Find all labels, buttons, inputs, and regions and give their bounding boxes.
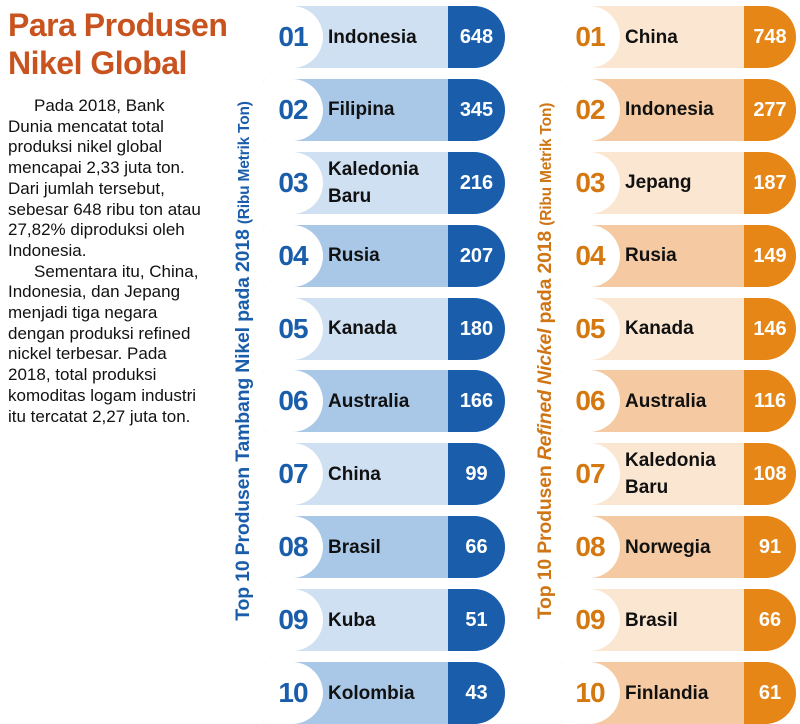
rank-number: 07	[263, 443, 323, 506]
rank-number: 04	[560, 224, 620, 287]
production-value: 91	[744, 516, 796, 579]
mine-producer-row: 03 Kaledonia Baru 216	[263, 151, 505, 214]
country-name: Kaledonia Baru	[328, 158, 419, 207]
production-value: 66	[744, 589, 796, 652]
rank-number: 03	[560, 151, 620, 214]
rank-number: 08	[263, 516, 323, 579]
country-name: Kaledonia Baru	[625, 450, 716, 499]
production-value: 116	[744, 370, 796, 433]
article-body: Pada 2018, Bank Dunia mencatat total pro…	[8, 96, 208, 427]
mine-producer-row: 08 Brasil 66	[263, 516, 505, 579]
production-value: 99	[448, 443, 505, 506]
country-name: Australia	[328, 390, 410, 412]
refined-chart-title-text: Top 10 Produsen	[534, 460, 556, 620]
mine-producer-row: 05 Kanada 180	[263, 297, 505, 360]
mine-producer-row: 02 Filipina 345	[263, 78, 505, 141]
refined-producer-row: 06 Australia 116	[560, 370, 796, 433]
rank-number: 04	[263, 224, 323, 287]
mine-producer-row: 10 Kolombia 43	[263, 662, 505, 724]
rank-number: 01	[263, 6, 323, 68]
mine-producer-row: 07 China 99	[263, 443, 505, 506]
production-value: 51	[448, 589, 505, 652]
rank-number: 06	[560, 370, 620, 433]
refined-chart-title: Top 10 Produsen Refined Nickel pada 2018…	[532, 1, 558, 721]
production-value: 108	[744, 443, 796, 506]
country-name: Indonesia	[625, 99, 714, 121]
country-name: China	[625, 26, 678, 48]
mine-producer-row: 01 Indonesia 648	[263, 6, 505, 68]
country-name: Kuba	[328, 609, 376, 631]
refined-producer-row: 04 Rusia 149	[560, 224, 796, 287]
country-name: Rusia	[328, 245, 380, 267]
article-paragraph: Sementara itu, China, Indonesia, dan Jep…	[8, 261, 199, 426]
production-value: 345	[448, 78, 505, 141]
rank-number: 06	[263, 370, 323, 433]
country-name: Finlandia	[625, 682, 709, 704]
refined-producer-row: 05 Kanada 146	[560, 297, 796, 360]
rank-number: 01	[560, 6, 620, 68]
country-name: Norwegia	[625, 536, 711, 558]
refined-producer-row: 02 Indonesia 277	[560, 78, 796, 141]
mine-chart-title: Top 10 Produsen Tambang Nikel pada 2018 …	[230, 1, 256, 721]
country-name: China	[328, 463, 381, 485]
country-name: Australia	[625, 390, 707, 412]
rank-number: 05	[560, 297, 620, 360]
production-value: 166	[448, 370, 505, 433]
country-name: Jepang	[625, 172, 692, 194]
refined-producer-row: 10 Finlandia 61	[560, 662, 796, 724]
headline: Para Produsen Nikel Global	[8, 7, 228, 81]
production-value: 648	[448, 6, 505, 68]
production-value: 149	[744, 224, 796, 287]
rank-number: 10	[560, 662, 620, 724]
rank-number: 09	[560, 589, 620, 652]
production-value: 187	[744, 151, 796, 214]
country-name: Kanada	[625, 318, 694, 340]
country-name: Rusia	[625, 245, 677, 267]
country-name: Kolombia	[328, 682, 415, 704]
rank-number: 10	[263, 662, 323, 724]
production-value: 216	[448, 151, 505, 214]
production-value: 146	[744, 297, 796, 360]
rank-number: 09	[263, 589, 323, 652]
article-paragraph: Pada 2018, Bank Dunia mencatat total pro…	[8, 96, 201, 260]
refined-chart-title-suffix: pada 2018	[534, 230, 556, 329]
mine-chart-unit: (Ribu Metrik Ton)	[236, 101, 253, 225]
rank-number: 05	[263, 297, 323, 360]
production-value: 207	[448, 224, 505, 287]
refined-chart-unit: (Ribu Metrik Ton)	[538, 102, 555, 226]
refined-chart-title-emphasis: Refined Nickel	[534, 328, 556, 461]
production-value: 277	[744, 78, 796, 141]
production-value: 43	[448, 662, 505, 724]
refined-producer-row: 01 China 748	[560, 6, 796, 68]
production-value: 748	[744, 6, 796, 68]
rank-number: 02	[263, 78, 323, 141]
refined-producer-row: 09 Brasil 66	[560, 589, 796, 652]
mine-producer-row: 09 Kuba 51	[263, 589, 505, 652]
rank-number: 03	[263, 151, 323, 214]
rank-number: 02	[560, 78, 620, 141]
production-value: 61	[744, 662, 796, 724]
refined-producer-row: 07 Kaledonia Baru 108	[560, 443, 796, 506]
mine-producer-row: 04 Rusia 207	[263, 224, 505, 287]
refined-producers-list: 01 China 748 02 Indonesia 277 03 Jepang 187 04 Rus…	[560, 6, 796, 724]
production-value: 180	[448, 297, 505, 360]
country-name: Brasil	[328, 536, 381, 558]
rank-number: 08	[560, 516, 620, 579]
mine-chart-title-text: Top 10 Produsen Tambang Nikel pada 2018	[232, 229, 254, 621]
production-value: 66	[448, 516, 505, 579]
mine-producers-list: 01 Indonesia 648 02 Filipina 345 03 Kaledonia B…	[263, 6, 505, 724]
country-name: Filipina	[328, 99, 395, 121]
country-name: Indonesia	[328, 26, 417, 48]
refined-producer-row: 03 Jepang 187	[560, 151, 796, 214]
mine-producer-row: 06 Australia 166	[263, 370, 505, 433]
country-name: Kanada	[328, 318, 397, 340]
rank-number: 07	[560, 443, 620, 506]
country-name: Brasil	[625, 609, 678, 631]
refined-producer-row: 08 Norwegia 91	[560, 516, 796, 579]
